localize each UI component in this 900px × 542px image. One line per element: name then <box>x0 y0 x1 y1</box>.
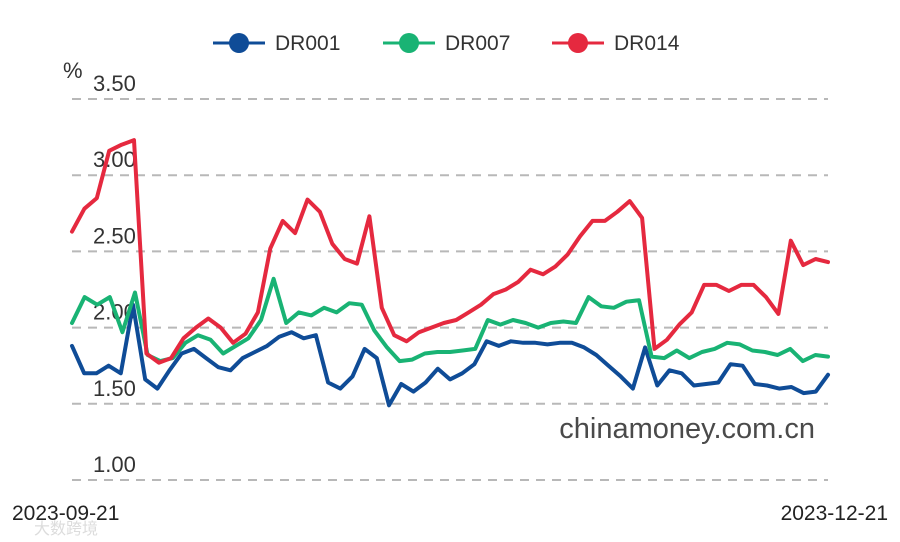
y-tick-label: 2.50 <box>93 223 136 248</box>
legend-marker <box>229 33 249 53</box>
corner-watermark: 大数跨境 <box>34 519 98 538</box>
y-tick-label: 1.50 <box>93 376 136 401</box>
legend-marker <box>399 33 419 53</box>
watermark-text: chinamoney.com.cn <box>559 413 815 445</box>
legend-label: DR001 <box>275 32 340 55</box>
legend-marker <box>568 33 588 53</box>
x-end-date: 2023-12-21 <box>781 502 888 525</box>
legend-item-dr001[interactable]: DR001 <box>213 32 340 55</box>
y-axis-unit: % <box>63 58 83 83</box>
series-line-dr001 <box>70 302 830 408</box>
legend: DR001 DR007 DR014 <box>213 32 680 55</box>
series-line-dr014 <box>70 138 830 365</box>
series-lines <box>70 138 830 408</box>
y-axis-ticks: 3.503.002.502.001.501.00 <box>93 71 136 477</box>
y-tick-label: 1.00 <box>93 452 136 477</box>
grid-lines <box>72 98 828 481</box>
legend-item-dr014[interactable]: DR014 <box>552 32 680 55</box>
y-tick-label: 3.00 <box>93 147 136 172</box>
legend-label: DR007 <box>445 32 510 55</box>
series-line-dr007 <box>70 276 830 364</box>
y-tick-label: 3.50 <box>93 71 136 96</box>
x-start-date: 2023-09-21 <box>12 502 119 525</box>
legend-label: DR014 <box>614 32 680 55</box>
legend-item-dr007[interactable]: DR007 <box>383 32 510 55</box>
